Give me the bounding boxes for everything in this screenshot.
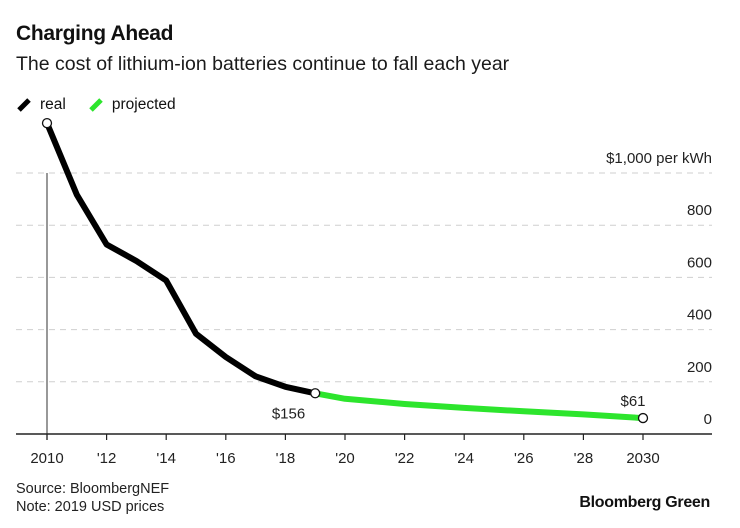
note-text: Note: 2019 USD prices — [16, 499, 165, 515]
legend-swatch-real-icon — [17, 98, 31, 112]
endpoint-marker — [41, 117, 53, 129]
annotation-2019-value: $156 — [272, 405, 305, 422]
legend-item-real: real — [16, 96, 66, 114]
x-tick-label: '18 — [276, 450, 296, 467]
axes — [16, 173, 712, 440]
x-tick-label: 2010 — [30, 450, 63, 467]
y-tick-label: $1,000 per kWh — [606, 150, 712, 167]
y-tick-label: 800 — [687, 202, 712, 219]
x-tick-label: 2030 — [626, 450, 659, 467]
legend-label-projected: projected — [111, 96, 176, 113]
y-tick-label: 600 — [687, 254, 712, 271]
y-tick-label: 0 — [704, 411, 712, 428]
x-tick-label: '20 — [335, 450, 355, 467]
annotation-2030-value: $61 — [620, 393, 645, 410]
annotations: $156 $61 — [272, 393, 646, 422]
x-tick-label: '16 — [216, 450, 236, 467]
x-tick-label: '24 — [454, 450, 474, 467]
legend-item-projected: projected — [88, 96, 176, 114]
markers — [41, 117, 649, 424]
legend-label-real: real — [40, 96, 66, 113]
endpoint-marker — [637, 412, 649, 424]
series-line-projected — [314, 390, 644, 422]
endpoint-marker — [310, 388, 321, 399]
x-tick-label: '28 — [574, 450, 594, 467]
tick-labels: 0 200 400 600 800 $1,000 per kWh 2010 '12 '14 '16… — [30, 150, 712, 467]
x-tick-label: '12 — [97, 450, 117, 467]
x-tick-label: '14 — [156, 450, 176, 467]
series-lines — [44, 121, 644, 422]
y-tick-label: 400 — [687, 307, 712, 324]
chart-subtitle: The cost of lithium-ion batteries contin… — [16, 53, 510, 75]
y-tick-label: 200 — [687, 359, 712, 376]
x-tick-label: '26 — [514, 450, 534, 467]
gridlines — [16, 172, 712, 383]
legend-swatch-projected-icon — [89, 98, 103, 112]
source-note: Source: BloombergNEF Note: 2019 USD pric… — [16, 480, 169, 516]
source-text: Source: BloombergNEF — [16, 481, 170, 497]
brand-logo: Bloomberg Green — [579, 494, 710, 511]
x-tick-label: '22 — [395, 450, 415, 467]
chart-title: Charging Ahead — [16, 22, 174, 45]
legend: real projected — [16, 96, 198, 114]
series-line-real — [44, 121, 316, 397]
